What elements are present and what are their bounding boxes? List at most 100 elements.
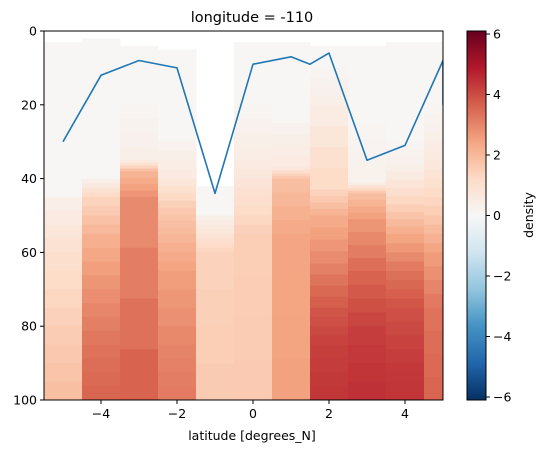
heatmap-cell — [310, 95, 349, 106]
heatmap-cell — [44, 210, 83, 226]
heatmap-cell — [310, 77, 349, 87]
heatmap-cell — [310, 335, 349, 346]
heatmap-cell — [424, 141, 443, 152]
heatmap-cell — [310, 126, 349, 148]
heatmap-cell — [348, 190, 387, 194]
heatmap-cell — [386, 298, 425, 309]
heatmap-cell — [310, 45, 349, 69]
heatmap-cell — [272, 192, 311, 207]
heatmap-cell — [348, 381, 387, 400]
heatmap-cell — [82, 187, 121, 194]
heatmap-cell — [158, 49, 197, 143]
heatmap-cell — [82, 275, 121, 290]
heatmap-cell — [44, 42, 83, 198]
heatmap-cell — [310, 263, 349, 276]
heatmap-cell — [272, 134, 311, 146]
heatmap-cell — [348, 344, 387, 364]
heatmap-cell — [348, 182, 387, 186]
heatmap-cell — [348, 199, 387, 207]
heatmap-cell — [424, 206, 443, 217]
line-layer — [62, 52, 443, 195]
heatmap-cell — [234, 104, 273, 120]
heatmap-cell — [82, 316, 121, 332]
heatmap-cell — [386, 252, 425, 263]
heatmap-cell — [120, 146, 159, 161]
heatmap-cell — [348, 187, 387, 192]
heatmap-cell — [424, 293, 443, 309]
heatmap-cell — [386, 363, 425, 373]
heatmap-cell — [386, 204, 425, 213]
colorbar-tick-label: 4 — [493, 87, 501, 102]
heatmap-cell — [310, 307, 349, 318]
heatmap-cell — [272, 145, 311, 158]
heatmap-cell — [348, 312, 387, 327]
heatmap-cell — [386, 196, 425, 206]
plot-area — [43, 30, 444, 401]
heatmap-cell — [386, 289, 425, 300]
heatmap-cell — [234, 178, 273, 189]
heatmap-cell — [310, 296, 349, 309]
heatmap-cell — [348, 123, 387, 139]
colorbar-tick-label: 0 — [493, 208, 501, 223]
heatmap-cell — [82, 178, 121, 184]
heatmap-cell — [386, 280, 425, 290]
heatmap-cell — [272, 178, 311, 194]
colorbar-tick-label: −2 — [493, 268, 511, 283]
heatmap-cell — [82, 386, 121, 400]
heatmap-cell — [310, 67, 349, 78]
heatmap-cell — [158, 169, 197, 180]
heatmap-cell — [386, 233, 425, 244]
heatmap-cell — [310, 147, 349, 170]
heatmap-cell — [158, 193, 197, 202]
x-axis: −4 −2 0 2 4 — [92, 400, 409, 421]
heatmap-cell — [196, 252, 235, 290]
heatmap-cell — [424, 330, 443, 355]
heatmap-cell — [348, 45, 387, 124]
heatmap-cell — [196, 229, 235, 235]
heatmap-cell — [234, 146, 273, 161]
heatmap-cell — [44, 381, 83, 400]
heatmap-cell — [120, 168, 159, 172]
heatmap-cell — [44, 197, 83, 212]
heatmap-cell — [348, 245, 387, 259]
heatmap-cell — [44, 289, 83, 309]
heatmap-cell — [234, 169, 273, 180]
heatmap-cell — [348, 326, 387, 346]
heatmap-cell — [234, 215, 273, 226]
plot-frame — [43, 30, 444, 401]
heatmap-cell — [158, 261, 197, 272]
heatmap-cell — [120, 349, 159, 400]
heatmap-cell — [272, 170, 311, 174]
heatmap-cell — [158, 243, 197, 253]
heatmap-cell — [424, 376, 443, 400]
heatmap-cell — [310, 209, 349, 217]
heatmap-cell — [158, 178, 197, 187]
heatmap-cell — [234, 233, 273, 277]
heatmap-cell — [424, 233, 443, 244]
heatmap-cell — [348, 138, 387, 154]
heatmap-cell — [310, 386, 349, 400]
heatmap-cell — [44, 270, 83, 290]
heatmap-cell — [196, 363, 235, 400]
heatmap-cell — [386, 187, 425, 197]
heatmap-cell — [158, 358, 197, 373]
heatmap-cell — [196, 238, 235, 244]
heatmap-cell — [82, 215, 121, 226]
heatmap-cell — [196, 220, 235, 226]
heatmap-cell — [386, 179, 425, 189]
heatmap-cell — [196, 326, 235, 364]
heatmap-cell — [272, 42, 311, 124]
heatmap-cell — [120, 162, 159, 167]
heatmap-cell — [82, 197, 121, 207]
y-tick-label: 0 — [29, 24, 37, 39]
heatmap-cell — [386, 156, 425, 165]
heatmap-cell — [44, 326, 83, 346]
heatmap-cell — [310, 189, 349, 197]
heatmap-cell — [348, 212, 387, 220]
x-tick-label: 2 — [325, 406, 333, 421]
heatmap-cell — [82, 344, 121, 360]
heatmap-cell — [44, 224, 83, 240]
heatmap-cell — [310, 251, 349, 265]
heatmap-cell — [386, 321, 425, 337]
heatmap-cell — [348, 219, 387, 233]
